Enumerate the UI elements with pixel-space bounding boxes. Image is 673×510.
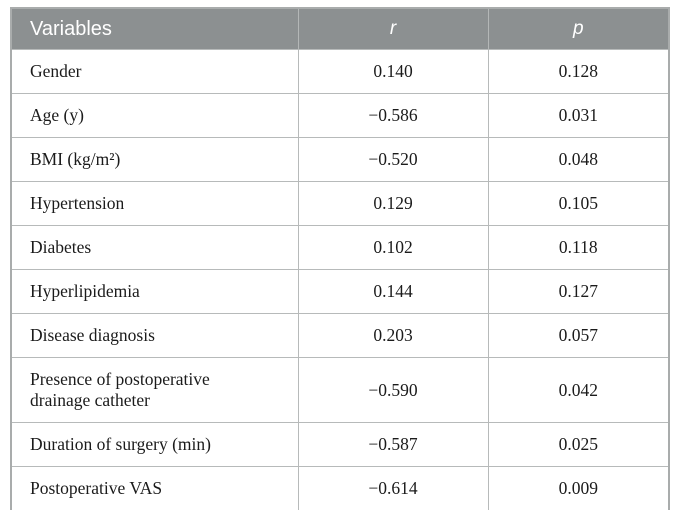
cell-r: −0.590 bbox=[297, 357, 488, 423]
table-row: Age (y) −0.586 0.031 bbox=[11, 93, 669, 138]
cell-variable: Disease diagnosis bbox=[11, 313, 298, 358]
cell-r: 0.140 bbox=[297, 49, 488, 94]
cell-r: −0.520 bbox=[297, 137, 488, 182]
cell-r: 0.129 bbox=[297, 181, 488, 226]
cell-variable: Hypertension bbox=[11, 181, 298, 226]
cell-p: 0.105 bbox=[487, 181, 669, 226]
cell-variable: Postoperative VAS bbox=[11, 466, 298, 510]
table-row: BMI (kg/m²) −0.520 0.048 bbox=[11, 137, 669, 182]
header-row: Variables r p bbox=[11, 8, 669, 50]
cell-p: 0.118 bbox=[487, 225, 669, 270]
cell-p: 0.127 bbox=[487, 269, 669, 314]
cell-variable: Diabetes bbox=[11, 225, 298, 270]
cell-variable: Gender bbox=[11, 49, 298, 94]
cell-p: 0.128 bbox=[487, 49, 669, 94]
header-r: r bbox=[297, 8, 488, 50]
header-p: p bbox=[487, 8, 669, 50]
cell-p: 0.009 bbox=[487, 466, 669, 510]
table-row: Hypertension 0.129 0.105 bbox=[11, 181, 669, 226]
table-row: Disease diagnosis 0.203 0.057 bbox=[11, 313, 669, 358]
cell-p: 0.031 bbox=[487, 93, 669, 138]
cell-p: 0.048 bbox=[487, 137, 669, 182]
table-row: Duration of surgery (min) −0.587 0.025 bbox=[11, 422, 669, 467]
table-body: Gender 0.140 0.128 Age (y) −0.586 0.031 … bbox=[11, 49, 669, 510]
header-variables: Variables bbox=[11, 8, 298, 50]
cell-p: 0.042 bbox=[487, 357, 669, 423]
cell-variable: Age (y) bbox=[11, 93, 298, 138]
cell-r: −0.586 bbox=[297, 93, 488, 138]
cell-variable: BMI (kg/m²) bbox=[11, 137, 298, 182]
table-row: Postoperative VAS −0.614 0.009 bbox=[11, 466, 669, 510]
cell-variable: Presence of postoperative drainage cathe… bbox=[11, 357, 298, 423]
cell-p: 0.025 bbox=[487, 422, 669, 467]
cell-r: 0.203 bbox=[297, 313, 488, 358]
cell-r: −0.614 bbox=[297, 466, 488, 510]
cell-r: 0.102 bbox=[297, 225, 488, 270]
cell-variable: Hyperlipidemia bbox=[11, 269, 298, 314]
cell-variable: Duration of surgery (min) bbox=[11, 422, 298, 467]
correlation-table: Variables r p Gender 0.140 0.128 Age (y)… bbox=[10, 7, 670, 510]
table-row: Diabetes 0.102 0.118 bbox=[11, 225, 669, 270]
table-row: Gender 0.140 0.128 bbox=[11, 49, 669, 94]
cell-r: −0.587 bbox=[297, 422, 488, 467]
cell-p: 0.057 bbox=[487, 313, 669, 358]
cell-r: 0.144 bbox=[297, 269, 488, 314]
table-row: Hyperlipidemia 0.144 0.127 bbox=[11, 269, 669, 314]
table-row: Presence of postoperative drainage cathe… bbox=[11, 357, 669, 423]
table-header: Variables r p bbox=[11, 8, 669, 50]
